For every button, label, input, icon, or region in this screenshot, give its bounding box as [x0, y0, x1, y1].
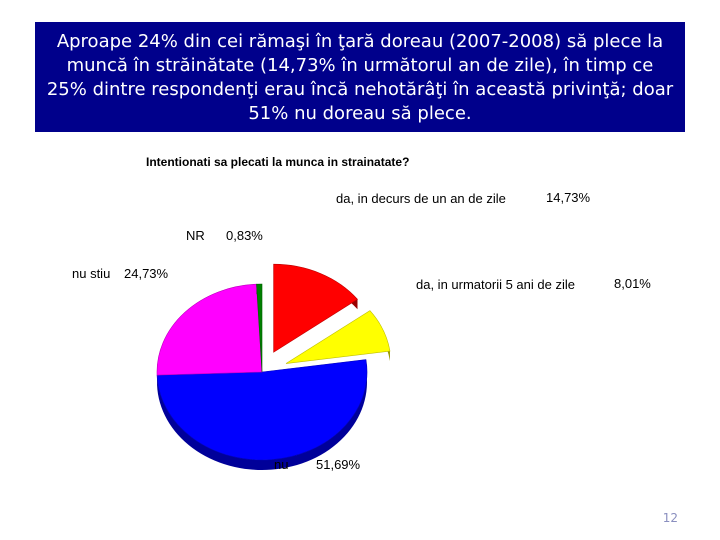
pie-slices: [156, 263, 391, 471]
slice-value-3: 24,73%: [124, 266, 169, 281]
slide-title: Aproape 24% din cei rămaşi în ţară dorea…: [35, 22, 685, 132]
pie-slice-0: [273, 263, 358, 353]
slice-label-4: NR: [186, 228, 205, 243]
slice-value-2: 51,69%: [316, 457, 361, 472]
slice-value-4: 0,83%: [226, 228, 263, 243]
slice-label-0: da, in decurs de un an de zile: [336, 191, 506, 206]
chart-title: Intentionati sa plecati la munca in stra…: [146, 155, 409, 169]
pie-slice-3: [156, 283, 263, 376]
slice-label-1: da, in urmatorii 5 ani de zile: [416, 277, 575, 292]
page-number: 12: [662, 511, 678, 525]
pie-slice-4: [256, 283, 263, 373]
slice-label-3: nu stiu: [72, 266, 110, 281]
pie-slice-1: [285, 310, 391, 364]
slice-label-2: nu: [274, 457, 288, 472]
slice-value-0: 14,73%: [546, 190, 591, 205]
pie-labels: da, in decurs de un an de zile 14,73% da, …: [72, 190, 651, 472]
slice-value-1: 8,01%: [614, 276, 651, 291]
pie-slice-2: [156, 359, 368, 461]
